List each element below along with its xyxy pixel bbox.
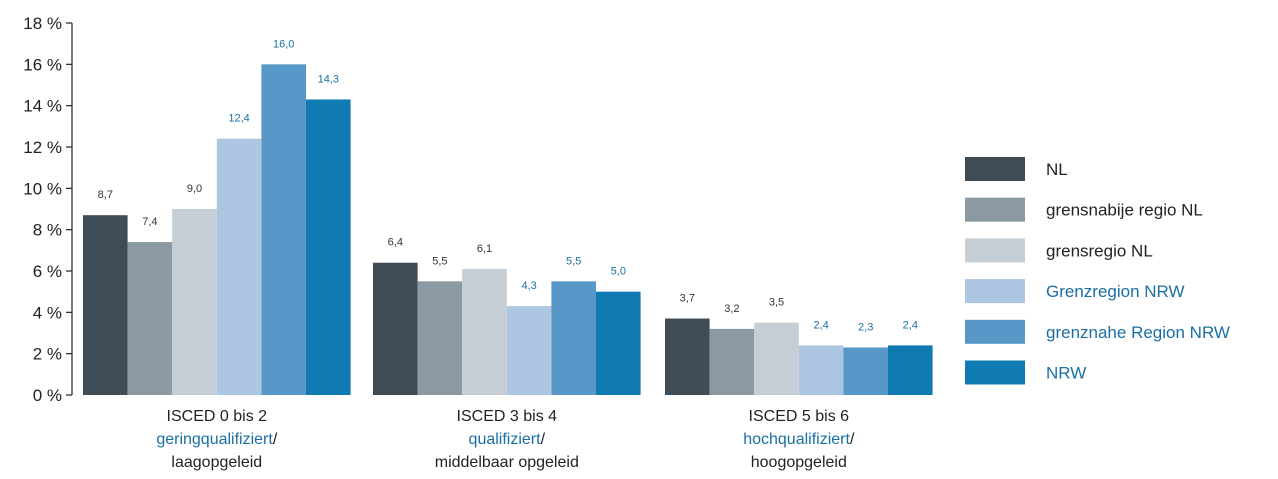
bar-value-label: 3,7 xyxy=(680,293,695,305)
bar xyxy=(83,215,128,395)
bar-value-label: 2,4 xyxy=(903,319,918,331)
bar-value-label: 8,7 xyxy=(98,189,113,201)
bar-value-label: 14,3 xyxy=(318,73,339,85)
category-qualification-de: hochqualifiziert xyxy=(743,431,850,448)
bar xyxy=(306,99,351,395)
y-tick-label: 8 % xyxy=(33,221,62,240)
bar xyxy=(551,281,596,395)
legend-label: NRW xyxy=(1046,364,1086,383)
bar-value-label: 9,0 xyxy=(187,183,202,195)
legend-label: grensregio NL xyxy=(1046,241,1153,260)
bar-value-label: 6,1 xyxy=(477,243,492,255)
bar xyxy=(665,318,710,395)
bar-value-label: 6,4 xyxy=(388,237,403,249)
legend-label: grensnabije regio NL xyxy=(1046,201,1203,220)
bar-value-label: 3,5 xyxy=(769,297,784,309)
category-label-line1: ISCED 0 bis 2 xyxy=(167,408,268,425)
bar-value-label: 5,5 xyxy=(566,255,581,267)
y-tick-label: 4 % xyxy=(33,303,62,322)
bar-value-label: 12,4 xyxy=(228,113,249,125)
category-label-line3: middelbaar opgeleid xyxy=(435,454,579,471)
category-label-line3: hoogopgeleid xyxy=(751,454,847,471)
category-label-line1: ISCED 3 bis 4 xyxy=(457,408,558,425)
legend-swatch xyxy=(965,157,1025,181)
category-separator: / xyxy=(541,431,546,448)
category-qualification-de: geringqualifiziert xyxy=(156,431,273,448)
y-tick-label: 0 % xyxy=(33,386,62,405)
bar-value-label: 7,4 xyxy=(142,216,157,228)
bar-value-label: 5,5 xyxy=(432,255,447,267)
y-tick-label: 18 % xyxy=(23,14,62,33)
bar xyxy=(506,306,552,395)
y-tick-label: 12 % xyxy=(23,138,62,157)
bar-value-label: 2,3 xyxy=(858,321,873,333)
legend-swatch xyxy=(965,360,1025,385)
y-tick-label: 16 % xyxy=(23,55,62,74)
bar-value-label: 16,0 xyxy=(273,38,294,50)
bar xyxy=(216,138,262,395)
category-separator: / xyxy=(850,431,855,448)
value-labels-layer: 8,7 6,4 3,7 7,4 5,5 3,2 9,0 6,1 3,5 12,4 4,3 2,4 16,… xyxy=(98,38,918,333)
bar xyxy=(798,345,844,395)
bar xyxy=(261,64,306,395)
category-separator: / xyxy=(273,431,278,448)
bar xyxy=(596,291,641,395)
bar xyxy=(843,347,888,395)
bar xyxy=(127,242,173,395)
y-tick-label: 2 % xyxy=(33,345,62,364)
bar-value-label: 4,3 xyxy=(521,280,536,292)
bar xyxy=(709,328,755,395)
legend-label: NL xyxy=(1046,160,1068,179)
category-label-line1: ISCED 5 bis 6 xyxy=(749,408,850,425)
category-qualification-de: qualifiziert xyxy=(469,431,542,448)
legend-swatch xyxy=(965,279,1025,304)
category-label-line2: hochqualifiziert/ xyxy=(743,431,855,448)
y-tick-label: 14 % xyxy=(23,97,62,116)
y-tick-label: 10 % xyxy=(23,179,62,198)
category-labels-layer: ISCED 0 bis 2geringqualifiziert/laagopge… xyxy=(156,408,855,471)
y-tick-label: 6 % xyxy=(33,262,62,281)
bar xyxy=(417,281,463,395)
bar-value-label: 2,4 xyxy=(813,319,828,331)
category-label-line2: geringqualifiziert/ xyxy=(156,431,278,448)
legend-swatch xyxy=(965,319,1025,344)
bar xyxy=(462,268,507,395)
bar-value-label: 3,2 xyxy=(724,303,739,315)
category-label-line2: qualifiziert/ xyxy=(469,431,546,448)
bars-layer xyxy=(83,64,933,395)
bar xyxy=(373,262,418,395)
legend-swatch xyxy=(965,197,1025,222)
bar xyxy=(754,322,799,395)
bar xyxy=(172,209,217,395)
legend-label: Grenzregion NRW xyxy=(1046,282,1185,301)
axis-layer: 0 % 2 % 4 % 6 % 8 % 10 % 12 % 14 % 16 % 18 % xyxy=(23,14,73,405)
category-label-line3: laagopgeleid xyxy=(171,454,262,471)
legend: NL grensnabije regio NL grensregio NL Grenz… xyxy=(965,157,1230,385)
legend-label: grenznahe Region NRW xyxy=(1046,323,1230,342)
bar xyxy=(888,345,933,395)
legend-swatch xyxy=(965,238,1025,263)
bar-value-label: 5,0 xyxy=(611,266,626,278)
